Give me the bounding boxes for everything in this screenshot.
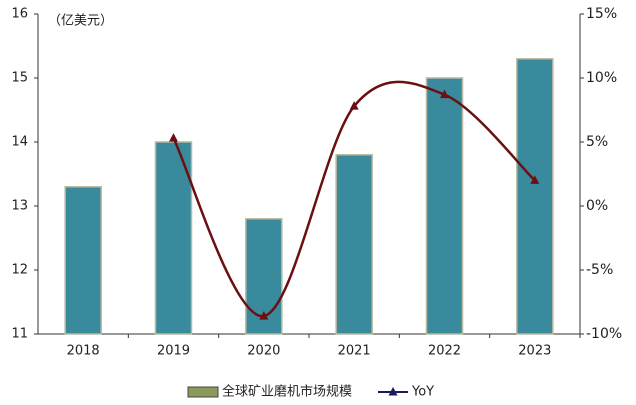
- y2-tick-label: 5%: [586, 134, 608, 150]
- y-tick-label: 11: [11, 327, 28, 342]
- x-tick-label: 2019: [157, 344, 190, 359]
- bar: [335, 154, 373, 335]
- yoy-marker: [349, 101, 359, 110]
- x-tick-label: 2022: [428, 344, 461, 359]
- y2-tick-label: -10%: [586, 326, 622, 342]
- yoy-marker: [169, 133, 178, 142]
- y2-tick-label: 0%: [586, 198, 608, 214]
- legend-marker: [388, 387, 398, 396]
- y2-tick-label: -5%: [586, 262, 613, 278]
- y-tick-label: 15: [11, 71, 28, 86]
- yoy-marker: [259, 311, 269, 320]
- y-tick-label: 13: [11, 199, 28, 214]
- y-tick-label: 16: [11, 7, 28, 22]
- legend-label: 全球矿业磨机市场规模: [222, 384, 352, 400]
- x-tick-label: 2020: [247, 344, 280, 359]
- yoy-line: [172, 80, 536, 318]
- x-tick-label: 2023: [518, 344, 551, 359]
- y-tick-label: 12: [11, 263, 28, 278]
- y2-tick-label: 10%: [586, 70, 617, 86]
- y2-tick-label: 15%: [586, 6, 617, 22]
- x-tick-label: 2018: [67, 344, 100, 359]
- legend-swatch: [187, 386, 219, 398]
- legend-label: YoY: [411, 385, 434, 400]
- bar: [516, 58, 554, 335]
- bar: [425, 77, 464, 335]
- yoy-marker: [530, 175, 540, 184]
- yoy-marker: [440, 89, 449, 99]
- y-axis-title: （亿美元）: [48, 14, 113, 29]
- x-tick-label: 2021: [338, 344, 371, 359]
- bar: [64, 186, 102, 335]
- bar: [154, 141, 193, 335]
- y-tick-label: 14: [11, 135, 28, 150]
